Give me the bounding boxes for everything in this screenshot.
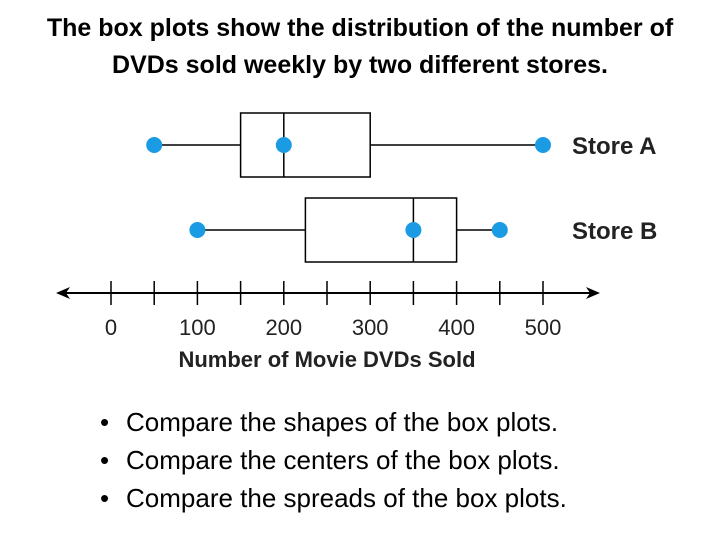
x-axis-title: Number of Movie DVDs Sold xyxy=(178,347,475,372)
store-b-box xyxy=(304,197,458,263)
store-a-label: Store A xyxy=(572,133,656,160)
x-tick-label-100: 100 xyxy=(179,315,216,340)
x-tick-label-500: 500 xyxy=(525,315,562,340)
bullet-shapes: Compare the shapes of the box plots. xyxy=(98,403,567,441)
title-line-1: The box plots show the distribution of t… xyxy=(46,14,674,42)
store-b-median-point xyxy=(405,222,422,238)
store-a-box xyxy=(239,112,371,178)
store-a-min-point xyxy=(146,137,163,153)
store-b-label: Store B xyxy=(572,218,657,245)
store-b-min-point xyxy=(189,222,206,238)
slide-title: The box plots show the distribution of t… xyxy=(0,10,720,84)
x-tick-label-200: 200 xyxy=(265,315,302,340)
x-axis-right-arrow xyxy=(586,287,600,299)
store-b-max-point xyxy=(491,222,508,238)
store-a-median-point xyxy=(275,137,292,153)
question-list: Compare the shapes of the box plots. Com… xyxy=(98,403,567,517)
store-a-max-point xyxy=(535,137,551,153)
bullet-spreads: Compare the spreads of the box plots. xyxy=(98,479,567,517)
x-tick-label-400: 400 xyxy=(438,315,475,340)
x-tick-label-0: 0 xyxy=(105,315,117,340)
x-tick-label-300: 300 xyxy=(352,315,389,340)
title-line-2: DVDs sold weekly by two different stores… xyxy=(112,51,608,79)
x-axis-left-arrow xyxy=(56,287,70,299)
bullet-centers: Compare the centers of the box plots. xyxy=(98,441,567,479)
